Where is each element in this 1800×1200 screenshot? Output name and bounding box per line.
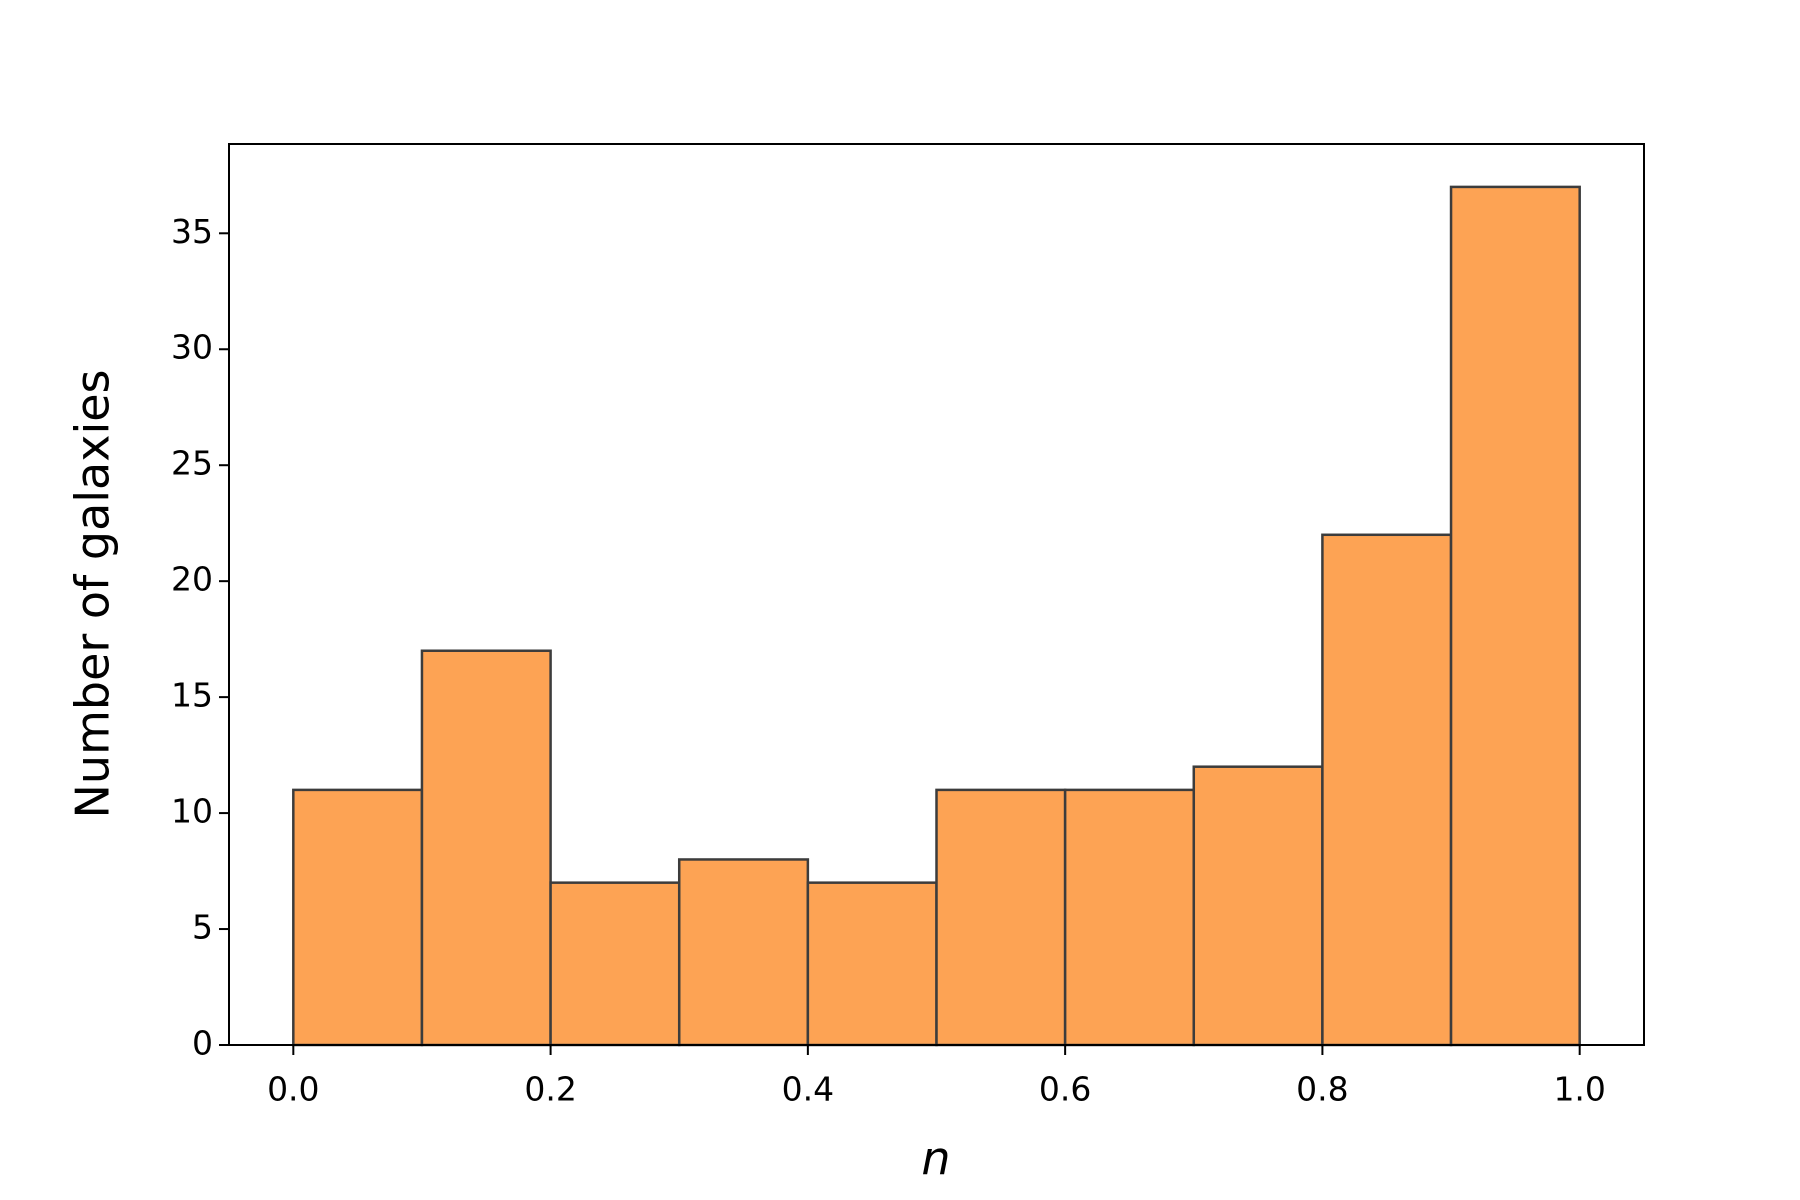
y-tick-label: 25 — [171, 444, 213, 483]
x-tick-label: 0.0 — [267, 1070, 319, 1109]
y-tick-label: 0 — [192, 1024, 213, 1063]
plot-frame — [228, 143, 1645, 1046]
x-tick-label: 1.0 — [1553, 1070, 1605, 1109]
bar — [1192, 765, 1324, 1047]
y-axis-label: Number of galaxies — [66, 370, 120, 819]
bar — [1449, 185, 1581, 1047]
bar — [935, 788, 1067, 1047]
x-tick-label: 0.8 — [1296, 1070, 1348, 1109]
y-tick-label: 35 — [171, 212, 213, 251]
bar — [420, 649, 552, 1047]
bar — [549, 881, 681, 1047]
y-tick-label: 20 — [171, 560, 213, 599]
y-tick-label: 30 — [171, 328, 213, 367]
x-tick-label: 0.2 — [524, 1070, 576, 1109]
x-axis-label: n — [921, 1132, 950, 1186]
bar — [1063, 788, 1196, 1047]
y-tick-label: 10 — [171, 792, 213, 831]
y-tick-label: 15 — [171, 676, 213, 715]
bar — [1321, 533, 1453, 1047]
bar — [806, 881, 938, 1047]
x-tick-label: 0.6 — [1039, 1070, 1091, 1109]
y-tick-label: 5 — [192, 908, 213, 947]
bar — [292, 788, 424, 1047]
x-tick-label: 0.4 — [782, 1070, 834, 1109]
bar — [677, 858, 810, 1047]
